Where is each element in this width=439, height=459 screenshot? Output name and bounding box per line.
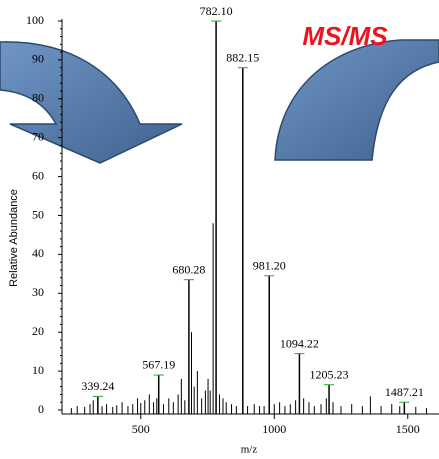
- peak-label: 1205.23: [310, 367, 349, 381]
- y-tick-label: 30: [32, 285, 44, 299]
- y-tick-label: 20: [32, 324, 44, 338]
- y-tick-label: 100: [26, 13, 44, 27]
- peak-label: 1487.21: [385, 385, 424, 399]
- decorative-arrow-left: [0, 41, 183, 164]
- x-tick-label: 500: [132, 422, 150, 436]
- peak-label: 782.10: [200, 4, 233, 18]
- peak-label: 1094.22: [280, 336, 319, 350]
- y-tick-label: 10: [32, 363, 44, 377]
- y-tick-label: 40: [32, 246, 44, 260]
- peak-label: 567.19: [142, 358, 175, 372]
- x-tick-label: 1000: [262, 422, 286, 436]
- y-tick-label: 60: [32, 168, 44, 182]
- y-axis-title: Relative Abundance: [8, 189, 20, 287]
- y-tick-label: 70: [32, 129, 44, 143]
- peak-label: 680.28: [172, 262, 205, 276]
- y-tick-label: 0: [38, 402, 44, 416]
- decorative-arrow-right: [274, 39, 439, 161]
- peak-label: 882.15: [226, 50, 259, 64]
- x-tick-label: 1500: [396, 422, 420, 436]
- y-tick-label: 50: [32, 207, 44, 221]
- peak-label: 981.20: [253, 259, 286, 273]
- y-tick-label: 90: [32, 52, 44, 66]
- x-axis-title: m/z: [241, 444, 258, 456]
- peak-label: 339.24: [81, 379, 114, 393]
- y-tick-label: 80: [32, 91, 44, 105]
- ms-ms-label: MS/MS: [302, 21, 388, 51]
